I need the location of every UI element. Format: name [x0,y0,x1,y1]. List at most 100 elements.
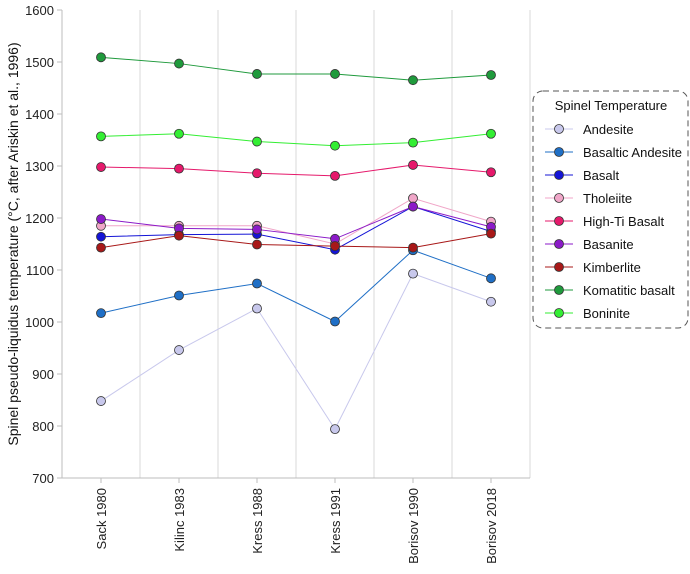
series-layer [96,52,496,435]
legend-item: Kimberlite [545,260,641,275]
legend-item: Andesite [545,122,634,137]
data-point [252,278,262,289]
series-kimberlite [96,228,496,253]
data-point [252,303,262,314]
series-line [100,56,492,81]
data-point [174,128,184,139]
data-point [174,58,184,69]
data-point [486,167,496,178]
y-tick-label: 1500 [25,55,54,70]
legend-label: Basanite [583,237,634,252]
y-tick-label: 800 [32,419,54,434]
y-tick-label: 1300 [25,159,54,174]
legend-title: Spinel Temperature [555,98,668,113]
series-line [100,273,492,431]
data-point [486,228,496,239]
legend-label: Basalt [583,168,620,183]
y-tick-label: 1100 [26,263,54,278]
y-tick-label: 1200 [25,211,54,226]
legend-swatch-marker [554,239,564,249]
data-point [408,201,418,212]
series-line [100,133,492,147]
data-point [486,296,496,307]
legend-label: Basaltic Andesite [583,145,682,160]
series-line [100,206,492,251]
data-point [486,128,496,139]
gridlines [139,10,531,478]
legend-item: Komatitic basalt [545,283,675,298]
series-line [100,249,492,323]
series-line [100,164,492,177]
legend-label: Kimberlite [583,260,641,275]
data-point [174,290,184,301]
data-point [408,160,418,170]
legend: Spinel Temperature Andesite Basaltic Ande… [532,90,689,329]
axes [61,10,530,479]
data-point [96,131,106,142]
legend-swatch-marker [554,308,564,318]
x-tick-label: Sack 1980 [94,488,109,549]
data-point [330,424,340,435]
legend-item: Basalt [545,168,620,183]
data-point [174,345,184,355]
legend-item: Boninite [545,306,630,321]
legend-label: Boninite [583,306,630,321]
x-axis-ticks: Sack 1980 Kilinc 1983 Kress 1988 Kress 1991… [94,478,499,564]
data-point [408,193,418,204]
data-point [408,137,418,148]
x-tick-label: Kilinc 1983 [172,488,187,552]
y-axis-ticks: 700 800 900 1000 1100 1200 1300 1400 1500 1600 [25,3,62,486]
legend-swatch-marker [554,285,564,295]
data-point [330,69,340,79]
y-tick-label: 900 [32,367,54,382]
y-tick-label: 1600 [25,3,54,18]
legend-item: High-Ti Basalt [545,214,665,229]
data-point [96,231,106,242]
data-point [96,52,106,63]
legend-label: High-Ti Basalt [583,214,665,229]
legend-item: Basaltic Andesite [545,145,682,160]
series-line [100,206,492,240]
series-line [101,197,492,245]
data-point [174,230,184,241]
legend-item: Basanite [545,237,634,252]
x-tick-label: Kress 1991 [328,488,343,554]
legend-swatch-marker [554,147,564,157]
x-tick-label: Borisov 1990 [406,488,421,564]
legend-swatch-marker [554,262,564,272]
y-tick-label: 700 [32,471,54,486]
x-tick-label: Kress 1988 [250,488,265,554]
legend-swatch-marker [554,170,564,180]
data-point [96,396,106,406]
legend-label: Andesite [583,122,634,137]
data-point [330,241,340,251]
legend-label: Tholeiite [583,191,632,206]
y-axis-title: Spinel pseudo-liquidus temperature (°C, … [5,42,21,445]
legend-item: Tholeiite [545,191,632,206]
series-line [100,233,492,249]
data-point [486,273,496,284]
data-point [252,224,262,235]
data-point [486,70,496,80]
x-tick-label: Borisov 2018 [484,488,499,564]
data-point [330,140,340,151]
y-tick-label: 1400 [25,107,54,122]
y-tick-label: 1000 [25,315,54,330]
data-point [330,316,340,327]
legend-swatch-marker [554,216,564,226]
data-point [252,69,262,79]
data-point [408,242,418,253]
data-point [96,242,106,253]
series-komatitic-basalt [96,52,496,86]
legend-swatch-marker [554,124,564,134]
data-point [174,163,184,174]
data-point [252,168,262,179]
data-point [96,308,106,319]
legend-box [532,90,689,329]
legend-label: Komatitic basalt [583,283,675,298]
data-point [252,239,262,250]
series-andesite [96,268,496,435]
data-point [96,214,106,224]
series-boninite [96,128,496,151]
